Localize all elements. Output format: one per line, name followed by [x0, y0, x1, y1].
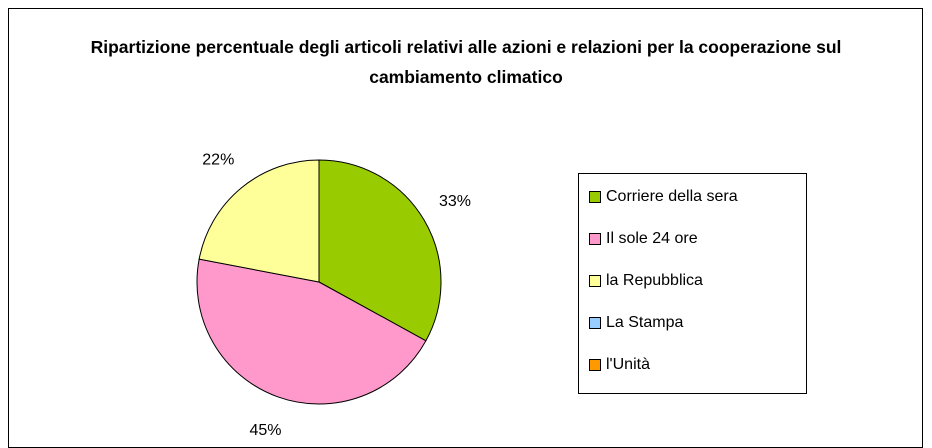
data-label: 33%: [439, 193, 471, 210]
legend-label: La Stampa: [606, 314, 683, 331]
legend-swatch: [589, 233, 601, 245]
legend-swatch: [589, 359, 601, 371]
chart-title: Ripartizione percentuale degli articoli …: [90, 37, 842, 87]
data-label: 45%: [249, 422, 281, 439]
legend-swatch: [589, 317, 601, 329]
pie-slice: [198, 159, 320, 283]
data-label: 22%: [202, 151, 234, 168]
legend-label: Corriere della sera: [606, 188, 738, 205]
pie-slice: [196, 258, 427, 405]
legend-label: Il sole 24 ore: [606, 230, 698, 247]
legend-label: l'Unità: [606, 356, 650, 373]
legend-swatch: [589, 275, 601, 287]
legend-swatch: [589, 191, 601, 203]
legend-label: la Repubblica: [606, 272, 703, 289]
pie-slice: [318, 159, 442, 342]
legend-box: [578, 173, 807, 394]
